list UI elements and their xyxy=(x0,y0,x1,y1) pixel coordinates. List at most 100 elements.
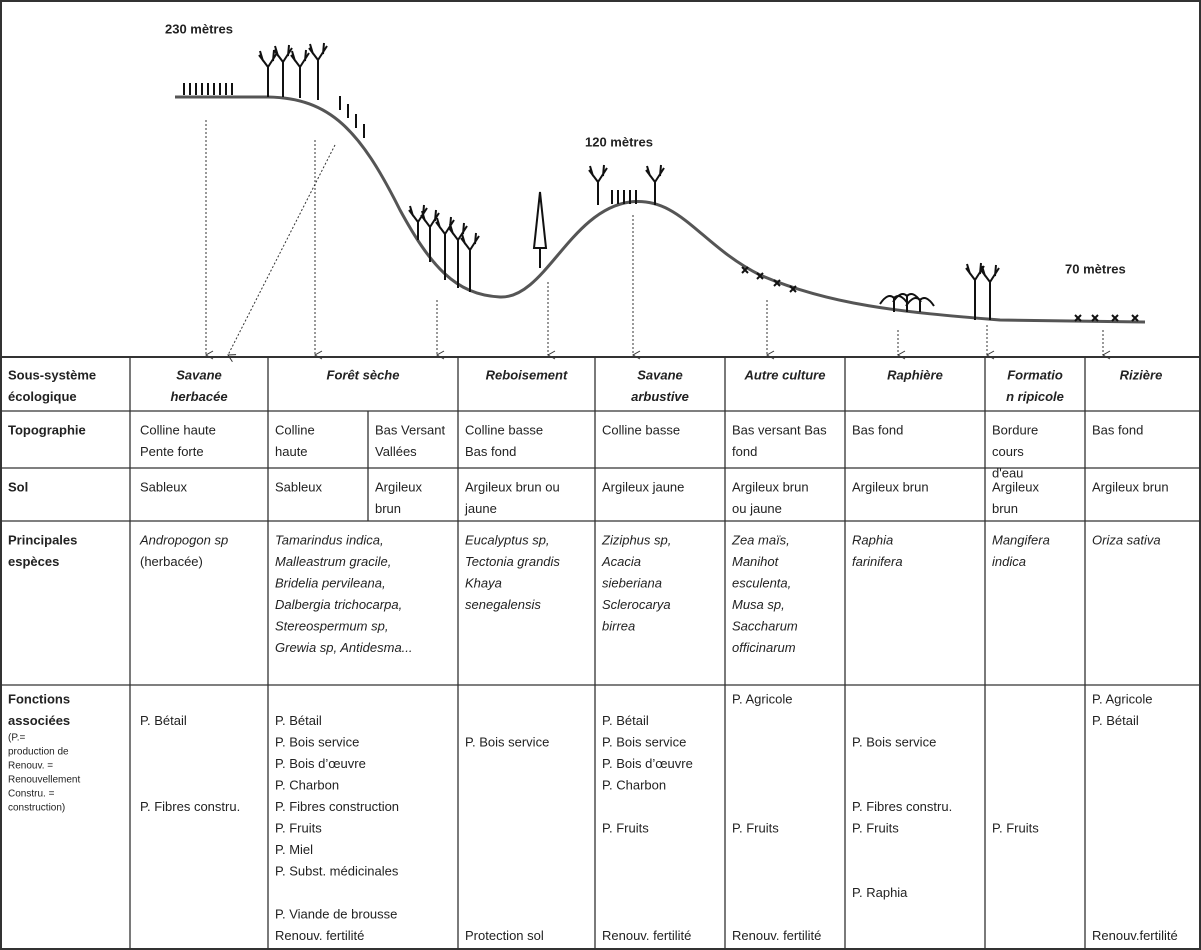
row-note: production de xyxy=(8,747,69,758)
cell-text: Bordure xyxy=(992,422,1038,437)
species-name: Eucalyptus sp, xyxy=(465,532,550,547)
species-name: Bridelia pervileana, xyxy=(275,575,386,590)
cell-text: Colline haute xyxy=(140,422,216,437)
cell-text: Colline basse xyxy=(465,422,543,437)
function-item: P. Bois d’œuvre xyxy=(275,756,366,771)
column-header: Formatio xyxy=(1007,367,1063,382)
function-item: P. Bois service xyxy=(465,734,549,749)
function-item: P. Bétail xyxy=(140,713,187,728)
cell-text: Colline xyxy=(275,422,315,437)
species-name: Zea maïs, xyxy=(731,532,790,547)
function-item: P. Bois service xyxy=(275,734,359,749)
tree xyxy=(588,164,608,205)
row-note: construction) xyxy=(8,803,65,814)
cell-text: Bas versant Bas xyxy=(732,422,827,437)
row-header: écologique xyxy=(8,389,77,404)
tree xyxy=(448,222,468,288)
row-note: Renouv. = xyxy=(8,761,53,772)
tree xyxy=(980,264,1000,320)
species-name: Musa sp, xyxy=(732,597,785,612)
column-header: Reboisement xyxy=(486,367,568,382)
cell-text: Argileux brun xyxy=(1092,479,1169,494)
function-item: P. Agricole xyxy=(1092,691,1152,706)
function-item: Protection sol xyxy=(465,928,544,943)
cell-text: Bas Versant xyxy=(375,422,445,437)
crop-mark xyxy=(1074,314,1082,322)
row-header: Principales xyxy=(8,532,77,547)
column-header: n ripicole xyxy=(1006,389,1064,404)
cell-text: jaune xyxy=(464,501,497,516)
function-item: P. Bétail xyxy=(275,713,322,728)
crop-mark xyxy=(741,266,749,274)
species-name: Manihot xyxy=(732,554,780,569)
function-item: Renouv. fertilité xyxy=(275,928,364,943)
species-name: Grewia sp, Antidesma... xyxy=(275,640,413,655)
species-name: Malleastrum gracile, xyxy=(275,554,391,569)
crop-mark xyxy=(1091,314,1099,322)
cell-text: cours xyxy=(992,444,1024,459)
row-note: Constru. = xyxy=(8,789,55,800)
cell-text: Sableux xyxy=(140,479,187,494)
species-name: birrea xyxy=(602,618,635,633)
function-item: P. Miel xyxy=(275,842,313,857)
table-grid xyxy=(0,356,1201,950)
function-item: P. Fibres constru. xyxy=(140,799,240,814)
crop-mark xyxy=(789,285,797,293)
cypress xyxy=(532,191,548,268)
column-header: Autre culture xyxy=(744,367,826,382)
row-header: espèces xyxy=(8,554,59,569)
function-item: P. Bétail xyxy=(602,713,649,728)
cell-text: Argileux jaune xyxy=(602,479,684,494)
tree xyxy=(965,262,985,320)
function-item: P. Charbon xyxy=(602,777,666,792)
function-item: P. Subst. médicinales xyxy=(275,863,399,878)
function-item: P. Fibres construction xyxy=(275,799,399,814)
cell-text: Argileux brun ou xyxy=(465,479,560,494)
function-item: Renouv. fertilité xyxy=(732,928,821,943)
function-item: P. Fruits xyxy=(275,820,322,835)
tree xyxy=(290,49,310,98)
elevation-label: 70 mètres xyxy=(1065,261,1126,276)
tree xyxy=(435,216,455,280)
function-item: Renouv. fertilité xyxy=(602,928,691,943)
function-item: P. Bétail xyxy=(1092,713,1139,728)
crop-mark xyxy=(756,272,764,280)
vegetation xyxy=(183,42,1139,322)
elevation-label: 230 mètres xyxy=(165,21,233,36)
tree xyxy=(645,164,665,205)
column-header: arbustive xyxy=(631,389,689,404)
column-header: Raphière xyxy=(887,367,943,382)
cell-text: Colline basse xyxy=(602,422,680,437)
row-header: Sous-système xyxy=(8,367,96,382)
elevation-label: 120 mètres xyxy=(585,134,653,149)
function-item: P. Fruits xyxy=(992,820,1039,835)
function-item: Renouv.fertilité xyxy=(1092,928,1178,943)
species-name: senegalensis xyxy=(465,597,541,612)
cell-text: haute xyxy=(275,444,308,459)
species-name: Saccharum xyxy=(732,618,798,633)
table-text: Sous-système écologique Savane herbacée Forê… xyxy=(8,367,1178,943)
cell-text: Argileux brun xyxy=(852,479,929,494)
species-name: esculenta, xyxy=(732,575,791,590)
species-name: sieberiana xyxy=(602,575,662,590)
cell-text: Argileux brun xyxy=(732,479,809,494)
function-item: P. Viande de brousse xyxy=(275,906,397,921)
function-item: P. Fibres constru. xyxy=(852,799,952,814)
cell-text: Pente forte xyxy=(140,444,204,459)
species-name: Raphia xyxy=(852,532,893,547)
cell-text: Bas fond xyxy=(465,444,516,459)
species-name: Acacia xyxy=(601,554,641,569)
cell-text: Bas fond xyxy=(852,422,903,437)
species-name: (herbacée) xyxy=(140,554,203,569)
cell-text: brun xyxy=(375,501,401,516)
function-item: P. Bois d’œuvre xyxy=(602,756,693,771)
tree xyxy=(420,209,440,262)
row-header: Fonctions xyxy=(8,691,70,706)
function-item: P. Fruits xyxy=(602,820,649,835)
row-header: associées xyxy=(8,713,70,728)
species-name: Mangifera xyxy=(992,532,1050,547)
cell-text: d'eau xyxy=(992,465,1023,480)
species-name: Oriza sativa xyxy=(1092,532,1161,547)
arrows xyxy=(204,120,1111,363)
